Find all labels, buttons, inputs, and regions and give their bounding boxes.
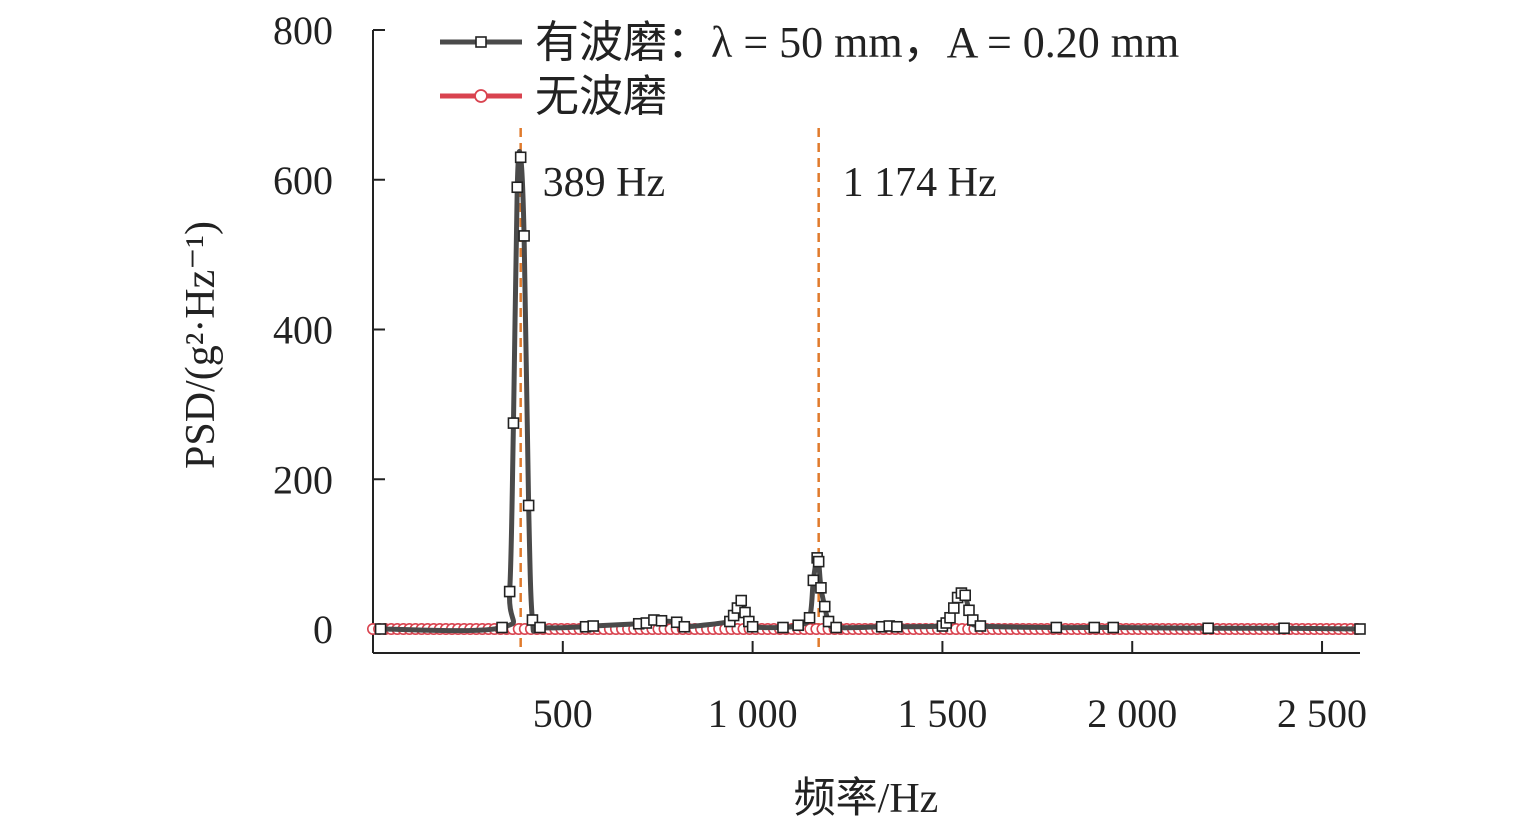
marker-corrugation [522, 499, 535, 512]
annotation-label-0: 389 Hz [543, 160, 665, 206]
y-axis-title: PSD/(g²·Hz⁻¹) [178, 221, 224, 469]
marker-corrugation [792, 619, 804, 632]
marker-corrugation [518, 230, 530, 242]
marker-corrugation [1354, 623, 1366, 635]
marker-corrugation [891, 620, 903, 633]
y-tick-label: 0 [313, 607, 333, 652]
y-tick-label: 800 [273, 8, 333, 53]
marker-corrugation [815, 582, 827, 594]
marker-corrugation [514, 151, 527, 164]
marker-corrugation [803, 611, 816, 624]
x-tick-label: 1 000 [708, 691, 798, 736]
marker-corrugation [807, 574, 820, 587]
legend-label-1: 无波磨 [535, 72, 667, 121]
marker-corrugation [1088, 621, 1101, 634]
marker-corrugation [974, 620, 987, 632]
marker-corrugation [948, 602, 960, 614]
marker-corrugation [735, 594, 748, 607]
legend-marker-circle [474, 89, 488, 103]
marker-corrugation [746, 620, 759, 633]
x-tick-label: 2 500 [1277, 691, 1367, 736]
marker-corrugation [511, 181, 524, 194]
y-tick-label: 600 [273, 158, 333, 203]
series-layer [366, 149, 1366, 635]
legend: 有波磨：λ = 50 mm，A = 0.20 mm 无波磨 [440, 18, 1179, 121]
series-line-corrugation [380, 149, 1361, 634]
marker-corrugation [503, 585, 516, 598]
marker-corrugation [496, 621, 508, 634]
marker-corrugation [587, 620, 599, 632]
marker-corrugation [944, 611, 956, 624]
x-tick-label: 2 000 [1087, 691, 1177, 736]
marker-corrugation [830, 621, 842, 634]
x-axis-title: 频率/Hz [794, 775, 939, 822]
marker-corrugation [1050, 621, 1063, 634]
marker-corrugation [526, 614, 539, 626]
marker-corrugation [678, 620, 691, 633]
marker-corrugation [1202, 622, 1214, 635]
reference-lines [519, 128, 820, 653]
marker-corrugation [812, 555, 825, 568]
x-tick-label: 500 [533, 691, 593, 736]
y-tick-label: 200 [273, 457, 333, 502]
marker-corrugation [963, 604, 975, 617]
axes-layer: 0 200 400 600 800 500 1 000 1 500 2 000 2 500 频率/H… [178, 8, 1367, 822]
marker-corrugation [507, 417, 520, 429]
legend-label-0: 有波磨：λ = 50 mm，A = 0.20 mm [535, 18, 1179, 67]
annotations: 389 Hz 1 174 Hz [543, 160, 997, 206]
marker-corrugation [534, 621, 546, 634]
marker-corrugation [959, 589, 972, 602]
marker-corrugation [777, 621, 789, 634]
marker-corrugation [1107, 621, 1120, 634]
marker-corrugation [818, 600, 831, 613]
y-tick-label: 400 [273, 308, 333, 353]
marker-corrugation [655, 614, 668, 627]
legend-marker-square [475, 36, 487, 48]
marker-corrugation [966, 614, 979, 626]
annotation-label-1: 1 174 Hz [843, 160, 997, 206]
marker-corrugation [1278, 622, 1290, 635]
x-tick-label: 1 500 [897, 691, 987, 736]
marker-corrugation [374, 623, 387, 635]
marker-corrugation [822, 615, 835, 628]
